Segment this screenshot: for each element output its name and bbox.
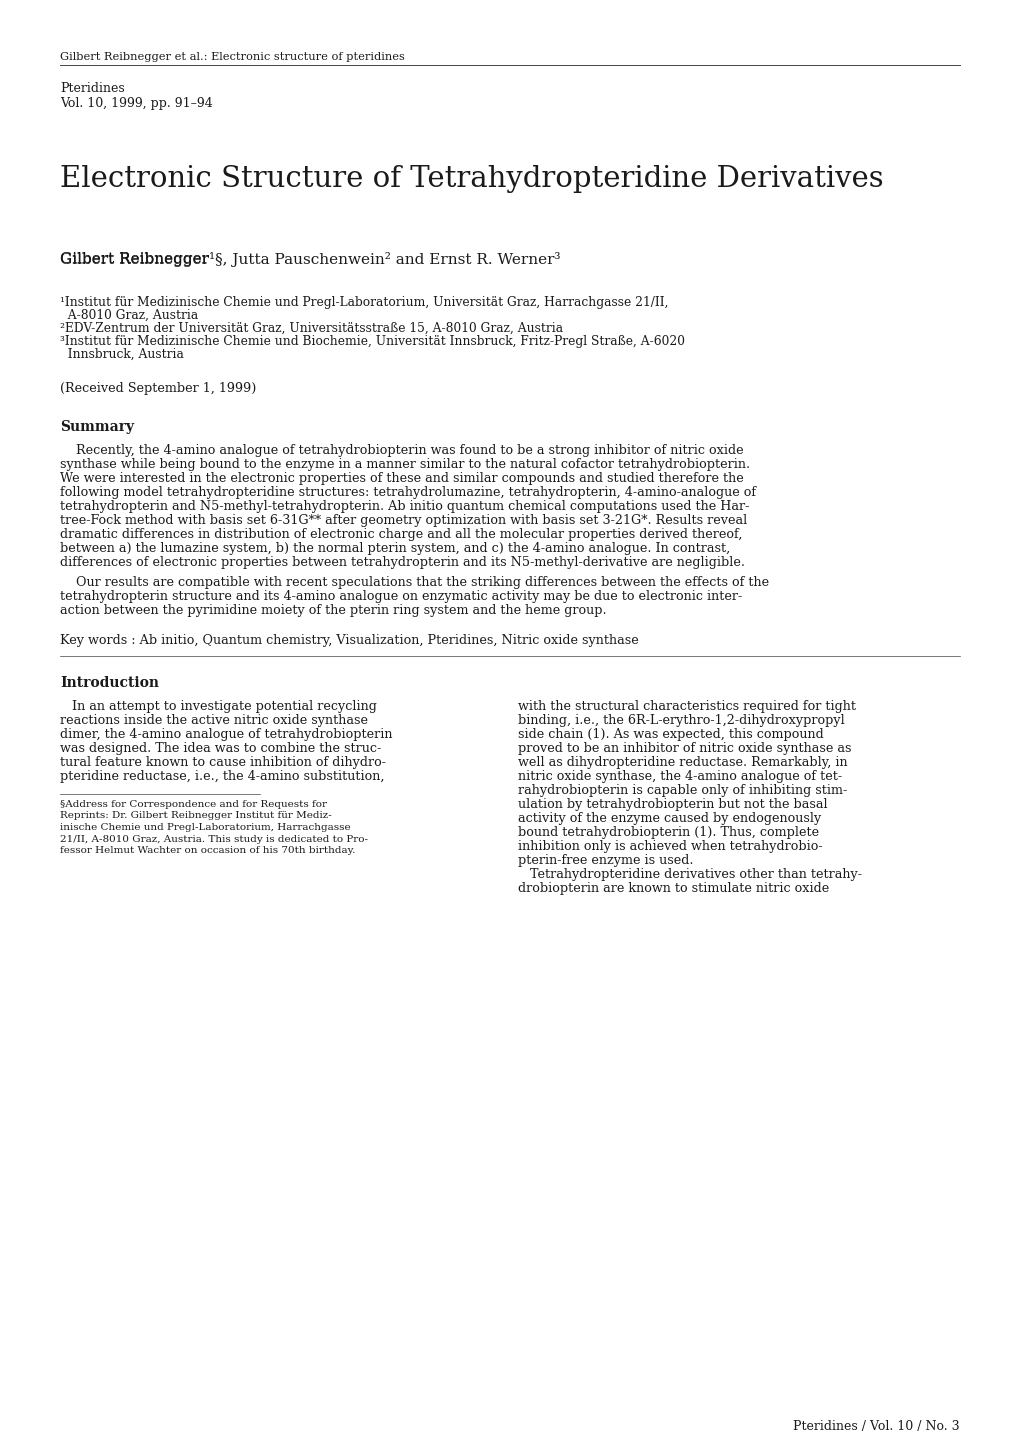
- Text: Our results are compatible with recent speculations that the striking difference: Our results are compatible with recent s…: [60, 576, 768, 589]
- Text: following model tetrahydropteridine structures: tetrahydrolumazine, tetrahydropt: following model tetrahydropteridine stru…: [60, 486, 755, 499]
- Text: Recently, the 4-amino analogue of tetrahydrobiopterin was found to be a strong i: Recently, the 4-amino analogue of tetrah…: [60, 444, 743, 457]
- Text: A-8010 Graz, Austria: A-8010 Graz, Austria: [60, 309, 198, 322]
- Text: reactions inside the active nitric oxide synthase: reactions inside the active nitric oxide…: [60, 714, 368, 727]
- Text: In an attempt to investigate potential recycling: In an attempt to investigate potential r…: [60, 700, 376, 713]
- Text: Innsbruck, Austria: Innsbruck, Austria: [60, 348, 183, 361]
- Text: action between the pyrimidine moiety of the pterin ring system and the heme grou: action between the pyrimidine moiety of …: [60, 605, 606, 618]
- Text: pterin-free enzyme is used.: pterin-free enzyme is used.: [518, 854, 693, 867]
- Text: proved to be an inhibitor of nitric oxide synthase as: proved to be an inhibitor of nitric oxid…: [518, 742, 851, 755]
- Text: Introduction: Introduction: [60, 675, 159, 690]
- Text: activity of the enzyme caused by endogenously: activity of the enzyme caused by endogen…: [518, 812, 820, 825]
- Text: Reprints: Dr. Gilbert Reibnegger Institut für Mediz-: Reprints: Dr. Gilbert Reibnegger Institu…: [60, 811, 331, 821]
- Text: tree-Fock method with basis set 6-31G** after geometry optimization with basis s: tree-Fock method with basis set 6-31G** …: [60, 514, 747, 527]
- Text: tetrahydropterin and N5-methyl-tetrahydropterin. Ab initio quantum chemical comp: tetrahydropterin and N5-methyl-tetrahydr…: [60, 501, 749, 514]
- Text: Gilbert Reibnegger: Gilbert Reibnegger: [60, 253, 209, 266]
- Text: We were interested in the electronic properties of these and similar compounds a: We were interested in the electronic pro…: [60, 472, 743, 485]
- Text: (Received September 1, 1999): (Received September 1, 1999): [60, 382, 256, 395]
- Text: 21/II, A-8010 Graz, Austria. This study is dedicated to Pro-: 21/II, A-8010 Graz, Austria. This study …: [60, 834, 368, 844]
- Text: fessor Helmut Wachter on occasion of his 70th birthday.: fessor Helmut Wachter on occasion of his…: [60, 846, 355, 856]
- Text: ²EDV-Zentrum der Universität Graz, Universitätsstraße 15, A-8010 Graz, Austria: ²EDV-Zentrum der Universität Graz, Unive…: [60, 322, 562, 335]
- Text: tural feature known to cause inhibition of dihydro-: tural feature known to cause inhibition …: [60, 756, 385, 769]
- Text: Pteridines / Vol. 10 / No. 3: Pteridines / Vol. 10 / No. 3: [793, 1420, 959, 1433]
- Text: tetrahydropterin structure and its 4-amino analogue on enzymatic activity may be: tetrahydropterin structure and its 4-ami…: [60, 590, 742, 603]
- Text: bound tetrahydrobiopterin (1). Thus, complete: bound tetrahydrobiopterin (1). Thus, com…: [518, 825, 818, 838]
- Text: dramatic differences in distribution of electronic charge and all the molecular : dramatic differences in distribution of …: [60, 528, 742, 541]
- Text: rahydrobiopterin is capable only of inhibiting stim-: rahydrobiopterin is capable only of inhi…: [518, 784, 847, 797]
- Text: inische Chemie und Pregl-Laboratorium, Harrachgasse: inische Chemie und Pregl-Laboratorium, H…: [60, 823, 351, 833]
- Text: well as dihydropteridine reductase. Remarkably, in: well as dihydropteridine reductase. Rema…: [518, 756, 847, 769]
- Text: Summary: Summary: [60, 420, 133, 434]
- Text: ulation by tetrahydrobiopterin but not the basal: ulation by tetrahydrobiopterin but not t…: [518, 798, 826, 811]
- Text: Tetrahydropteridine derivatives other than tetrahy-: Tetrahydropteridine derivatives other th…: [518, 869, 861, 882]
- Text: Gilbert Reibnegger et al.: Electronic structure of pteridines: Gilbert Reibnegger et al.: Electronic st…: [60, 52, 405, 62]
- Text: side chain (1). As was expected, this compound: side chain (1). As was expected, this co…: [518, 729, 823, 742]
- Text: nitric oxide synthase, the 4-amino analogue of tet-: nitric oxide synthase, the 4-amino analo…: [518, 771, 842, 784]
- Text: §Address for Correspondence and for Requests for: §Address for Correspondence and for Requ…: [60, 799, 327, 810]
- Text: dimer, the 4-amino analogue of tetrahydrobiopterin: dimer, the 4-amino analogue of tetrahydr…: [60, 729, 392, 742]
- Text: differences of electronic properties between tetrahydropterin and its N5-methyl-: differences of electronic properties bet…: [60, 556, 744, 569]
- Text: with the structural characteristics required for tight: with the structural characteristics requ…: [518, 700, 855, 713]
- Text: pteridine reductase, i.e., the 4-amino substitution,: pteridine reductase, i.e., the 4-amino s…: [60, 771, 384, 784]
- Text: Electronic Structure of Tetrahydropteridine Derivatives: Electronic Structure of Tetrahydropterid…: [60, 165, 882, 193]
- Text: ³Institut für Medizinische Chemie und Biochemie, Universität Innsbruck, Fritz-Pr: ³Institut für Medizinische Chemie und Bi…: [60, 335, 685, 348]
- Text: Key words : Ab initio, Quantum chemistry, Visualization, Pteridines, Nitric oxid: Key words : Ab initio, Quantum chemistry…: [60, 633, 638, 646]
- Text: ¹Institut für Medizinische Chemie und Pregl-Laboratorium, Universität Graz, Harr: ¹Institut für Medizinische Chemie und Pr…: [60, 296, 667, 309]
- Text: Pteridines: Pteridines: [60, 82, 124, 95]
- Text: inhibition only is achieved when tetrahydrobio-: inhibition only is achieved when tetrahy…: [518, 840, 821, 853]
- Text: Gilbert Reibnegger¹§, Jutta Pauschenwein² and Ernst R. Werner³: Gilbert Reibnegger¹§, Jutta Pauschenwein…: [60, 253, 560, 267]
- Text: was designed. The idea was to combine the struc-: was designed. The idea was to combine th…: [60, 742, 381, 755]
- Text: drobiopterin are known to stimulate nitric oxide: drobiopterin are known to stimulate nitr…: [518, 882, 828, 895]
- Text: Vol. 10, 1999, pp. 91–94: Vol. 10, 1999, pp. 91–94: [60, 97, 213, 110]
- Text: synthase while being bound to the enzyme in a manner similar to the natural cofa: synthase while being bound to the enzyme…: [60, 457, 749, 470]
- Text: between a) the lumazine system, b) the normal pterin system, and c) the 4-amino : between a) the lumazine system, b) the n…: [60, 543, 730, 556]
- Text: binding, i.e., the 6R-L-erythro-1,2-dihydroxypropyl: binding, i.e., the 6R-L-erythro-1,2-dihy…: [518, 714, 844, 727]
